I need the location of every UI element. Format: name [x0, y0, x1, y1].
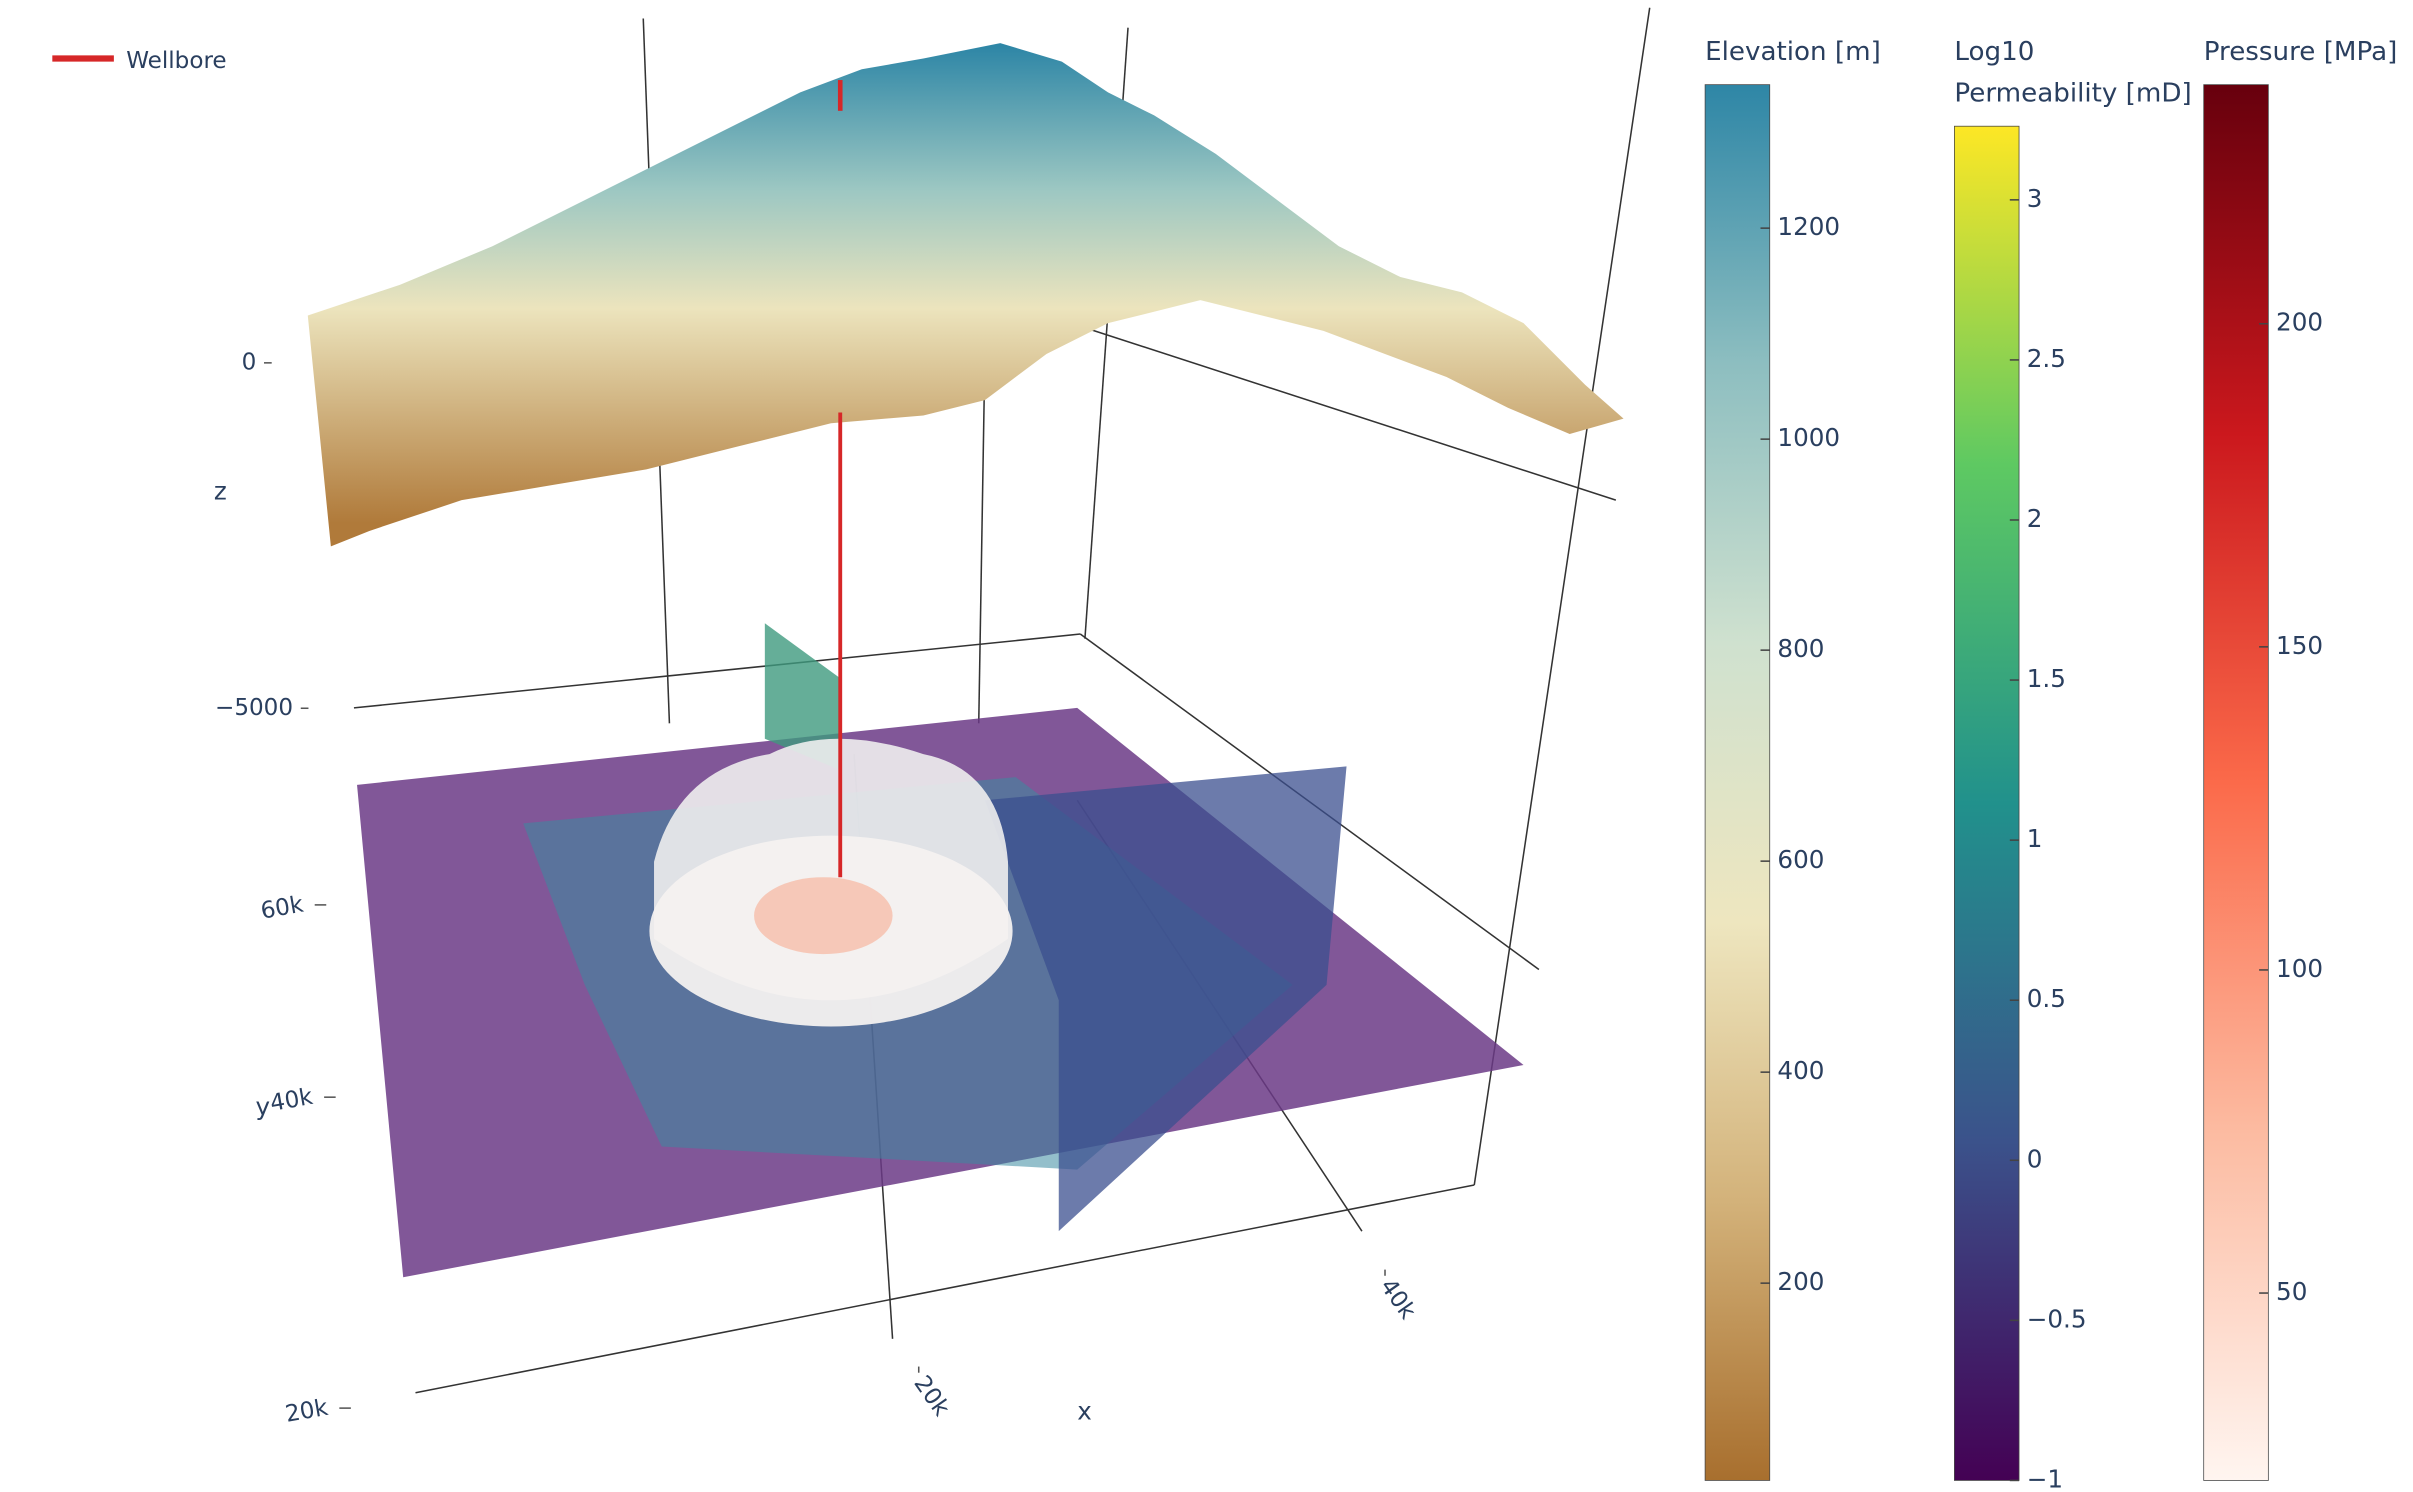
- colorbar-tick-label: 1: [2027, 824, 2043, 853]
- colorbar-tick-label: 800: [1777, 634, 1824, 663]
- colorbar-tick-label: 50: [2276, 1277, 2307, 1306]
- z-tick-label: 0: [242, 349, 257, 375]
- colorbar-tick-label: 200: [1777, 1267, 1824, 1296]
- chart: z y x Wellbore 20k 40k 20k 40k 60k −5000 0 Elev…: [0, 0, 2413, 1492]
- colorbar-title: Pressure [MPa]: [2204, 37, 2398, 67]
- colorbar-tick-label: −0.5: [2027, 1304, 2087, 1333]
- y-axis-title: y: [255, 1092, 270, 1121]
- colorbar-tick-label: 1000: [1777, 423, 1840, 452]
- colorbar-tick-label: 0: [2027, 1144, 2043, 1173]
- x-axis-title: x: [1077, 1397, 1092, 1426]
- colorbar-tick-label: 600: [1777, 845, 1824, 874]
- colorbar: [2204, 85, 2269, 1481]
- colorbar: [1705, 85, 1770, 1481]
- colorbar-tick-label: 2.5: [2027, 344, 2066, 373]
- colorbar-tick-label: 200: [2276, 308, 2323, 337]
- colorbar-tick-label: 400: [1777, 1056, 1824, 1085]
- colorbar-title: Elevation [m]: [1705, 37, 1881, 67]
- x-tick-label: 20k: [908, 1371, 954, 1421]
- z-tick-label: −5000: [215, 695, 293, 721]
- colorbar-tick-label: 2: [2027, 504, 2043, 533]
- colorbar-title: Log10: [1954, 37, 2034, 67]
- colorbar-tick-label: −1: [2027, 1464, 2063, 1492]
- colorbar-tick-label: 0.5: [2027, 984, 2066, 1013]
- colorbar-tick-label: 1.5: [2027, 664, 2066, 693]
- colorbar: [1954, 126, 2019, 1480]
- y-tick-label: 40k: [268, 1084, 315, 1117]
- colorbar-tick-label: 1200: [1777, 212, 1840, 241]
- y-tick-label: 60k: [259, 891, 306, 924]
- y-tick-label: 20k: [283, 1395, 330, 1428]
- colorbar-tick-label: 3: [2027, 184, 2043, 213]
- pressure-dome: [649, 739, 1012, 1027]
- colorbar-tick-label: 100: [2276, 954, 2323, 983]
- x-tick-label: 40k: [1375, 1274, 1421, 1324]
- terrain-surface: [308, 43, 1624, 546]
- colorbar-tick-label: 150: [2276, 631, 2323, 660]
- legend-label[interactable]: Wellbore: [126, 48, 226, 74]
- z-axis-title: z: [214, 476, 227, 505]
- colorbar-title: Permeability [mD]: [1954, 78, 2191, 108]
